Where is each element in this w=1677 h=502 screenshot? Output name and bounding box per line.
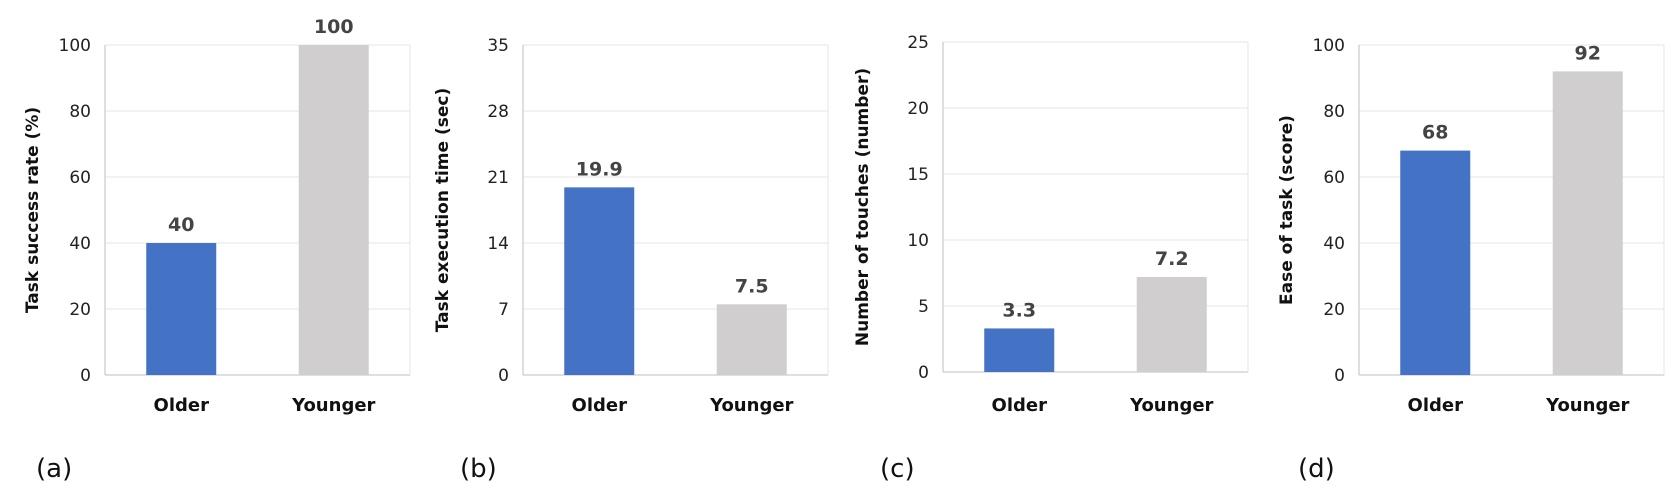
category-label: Younger xyxy=(1545,395,1629,416)
category-label: Younger xyxy=(709,395,793,416)
y-tick-label: 25 xyxy=(907,33,929,53)
category-label: Older xyxy=(154,395,210,416)
category-label: Older xyxy=(992,395,1048,416)
value-label: 100 xyxy=(314,16,354,38)
bar-younger xyxy=(1552,71,1623,376)
bar-older xyxy=(564,187,635,375)
bar-younger xyxy=(716,304,787,375)
y-axis-title: Task success rate (%) xyxy=(23,107,43,313)
y-tick-label: 10 xyxy=(907,231,929,251)
y-tick-label: 21 xyxy=(487,168,509,188)
value-label: 68 xyxy=(1422,122,1448,144)
y-tick-label: 60 xyxy=(69,168,91,188)
category-label: Older xyxy=(572,395,628,416)
bar-older xyxy=(1400,150,1471,375)
y-tick-label: 20 xyxy=(907,99,929,119)
y-tick-label: 28 xyxy=(487,102,509,122)
value-label: 19.9 xyxy=(576,158,623,180)
category-label: Younger xyxy=(1129,395,1213,416)
y-tick-label: 20 xyxy=(69,300,91,320)
category-label: Older xyxy=(1408,395,1464,416)
y-tick-label: 0 xyxy=(498,366,509,386)
y-tick-label: 35 xyxy=(487,36,509,56)
y-tick-label: 40 xyxy=(1323,234,1345,254)
y-tick-label: 15 xyxy=(907,165,929,185)
y-tick-label: 0 xyxy=(80,366,91,386)
panel-label: (a) xyxy=(36,454,72,484)
y-tick-label: 80 xyxy=(69,102,91,122)
y-axis-title: Task execution time (sec) xyxy=(433,88,453,332)
y-tick-label: 20 xyxy=(1323,300,1345,320)
value-label: 7.2 xyxy=(1155,248,1189,270)
value-label: 40 xyxy=(168,214,194,236)
y-tick-label: 0 xyxy=(918,363,929,383)
bar-younger xyxy=(298,45,369,375)
y-tick-label: 14 xyxy=(487,234,509,254)
value-label: 92 xyxy=(1575,42,1601,64)
y-tick-label: 0 xyxy=(1334,366,1345,386)
value-label: 3.3 xyxy=(1002,299,1036,321)
panel-label: (c) xyxy=(880,454,915,484)
bar-older xyxy=(984,328,1055,372)
y-tick-label: 7 xyxy=(498,300,509,320)
bar-older xyxy=(146,243,217,375)
y-tick-label: 100 xyxy=(59,36,91,56)
y-tick-label: 60 xyxy=(1323,168,1345,188)
panel-label: (b) xyxy=(460,454,497,484)
y-tick-label: 80 xyxy=(1323,102,1345,122)
y-tick-label: 100 xyxy=(1313,36,1345,56)
y-tick-label: 5 xyxy=(918,297,929,317)
category-label: Younger xyxy=(291,395,375,416)
value-label: 7.5 xyxy=(735,275,769,297)
y-axis-title: Ease of task (score) xyxy=(1277,115,1297,305)
bar-younger xyxy=(1136,276,1207,372)
y-axis-title: Number of touches (number) xyxy=(853,68,873,346)
panel-label: (d) xyxy=(1298,454,1335,484)
y-tick-label: 40 xyxy=(69,234,91,254)
